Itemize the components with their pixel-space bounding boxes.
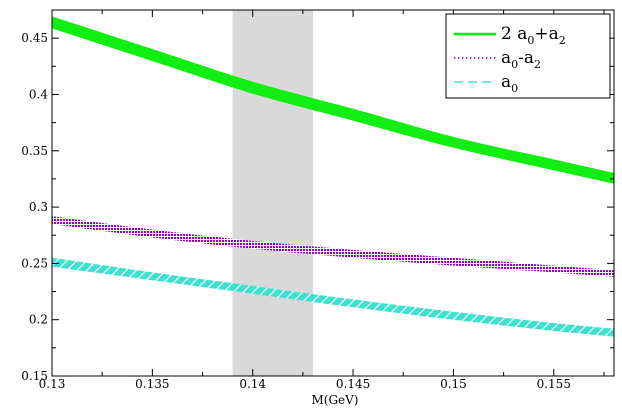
legend-label-part: 2 a bbox=[501, 24, 527, 44]
legend-label-part: a bbox=[501, 48, 511, 68]
y-tick-label: 0.45 bbox=[21, 31, 48, 45]
x-tick-label: 0.155 bbox=[537, 377, 571, 391]
x-tick-label: 0.14 bbox=[239, 377, 266, 391]
legend-label-part: 2 bbox=[534, 58, 541, 71]
legend-label-part: 0 bbox=[527, 34, 534, 47]
legend-label-part: +a bbox=[534, 24, 558, 44]
legend-label-2: a0 bbox=[501, 72, 518, 95]
legend-label-part: 0 bbox=[511, 82, 518, 95]
y-tick-label: 0.4 bbox=[29, 87, 48, 101]
x-tick-label: 0.145 bbox=[336, 377, 370, 391]
y-tick-label: 0.3 bbox=[29, 200, 48, 214]
y-tick-label: 0.15 bbox=[21, 369, 48, 383]
y-tick-label: 0.25 bbox=[21, 256, 48, 270]
shaded-region bbox=[232, 10, 313, 376]
x-tick-label: 0.13 bbox=[39, 377, 66, 391]
legend-label-part: a bbox=[501, 72, 511, 92]
series-band-1 bbox=[52, 216, 614, 277]
y-tick-label: 0.2 bbox=[29, 313, 48, 327]
legend-box bbox=[445, 13, 611, 99]
legend-label-1: a0-a2 bbox=[501, 48, 541, 71]
x-axis-title: M(GeV) bbox=[311, 393, 358, 407]
legend-label-part: -a bbox=[518, 48, 534, 68]
legend-label-0: 2 a0+a2 bbox=[501, 24, 566, 47]
legend-label-part: 0 bbox=[511, 58, 518, 71]
plot-frame bbox=[51, 9, 615, 377]
x-tick-label: 0.15 bbox=[440, 377, 467, 391]
y-tick-label: 0.35 bbox=[21, 144, 48, 158]
x-tick-label: 0.135 bbox=[135, 377, 169, 391]
shaded-region-layer bbox=[232, 10, 313, 376]
legend-label-part: 2 bbox=[559, 34, 566, 47]
series-band-2 bbox=[52, 257, 614, 337]
